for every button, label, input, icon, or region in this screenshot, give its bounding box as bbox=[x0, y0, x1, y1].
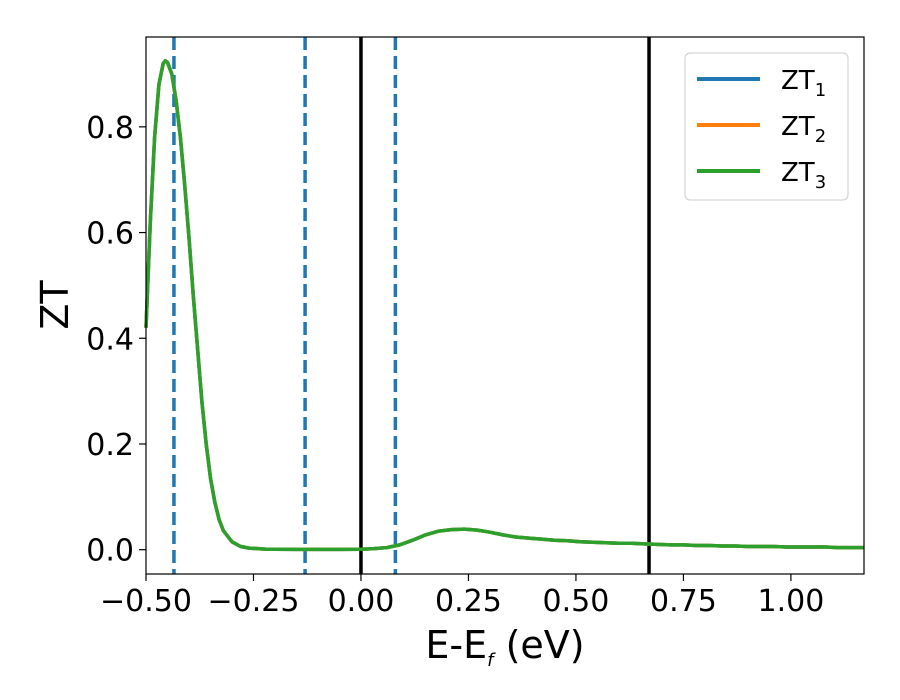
x-tick-label-2: 0.00 bbox=[328, 584, 395, 619]
plot-frame bbox=[145, 36, 865, 575]
reference-lines bbox=[172, 37, 651, 574]
y-axis-label: ZT bbox=[33, 280, 77, 330]
y-tick-label-2: 0.4 bbox=[86, 322, 134, 357]
series-lines bbox=[144, 59, 864, 552]
legend: ZT1 ZT2 ZT3 bbox=[684, 52, 849, 201]
x-axis-label: E-Ef (eV) bbox=[425, 623, 584, 671]
x-tick-label-1: −0.25 bbox=[208, 584, 300, 619]
x-tick-label-0: −0.50 bbox=[100, 584, 192, 619]
y-tick-label-0: 0.0 bbox=[86, 534, 134, 569]
x-axis-label-unit: (eV) bbox=[493, 623, 584, 667]
legend-label-1: ZT1 bbox=[781, 66, 826, 101]
y-tick-label-3: 0.6 bbox=[86, 217, 134, 252]
x-tick-label-5: 0.75 bbox=[650, 584, 717, 619]
legend-label-3: ZT3 bbox=[781, 158, 826, 193]
x-tick-label-3: 0.25 bbox=[435, 584, 502, 619]
x-tick-label-4: 0.50 bbox=[543, 584, 610, 619]
y-tick-label-1: 0.2 bbox=[86, 428, 134, 463]
legend-label-2: ZT2 bbox=[781, 112, 826, 147]
legend-box bbox=[684, 52, 849, 201]
series-line-3 bbox=[144, 59, 864, 552]
x-axis: −0.50 −0.25 0.00 0.25 0.50 0.75 1.00 bbox=[100, 574, 824, 619]
x-axis-label-subscript: f bbox=[487, 650, 496, 671]
y-axis: 0.0 0.2 0.4 0.6 0.8 bbox=[86, 111, 146, 569]
x-axis-label-main: E-E bbox=[425, 623, 487, 667]
y-tick-label-4: 0.8 bbox=[86, 111, 134, 146]
x-tick-label-6: 1.00 bbox=[758, 584, 825, 619]
